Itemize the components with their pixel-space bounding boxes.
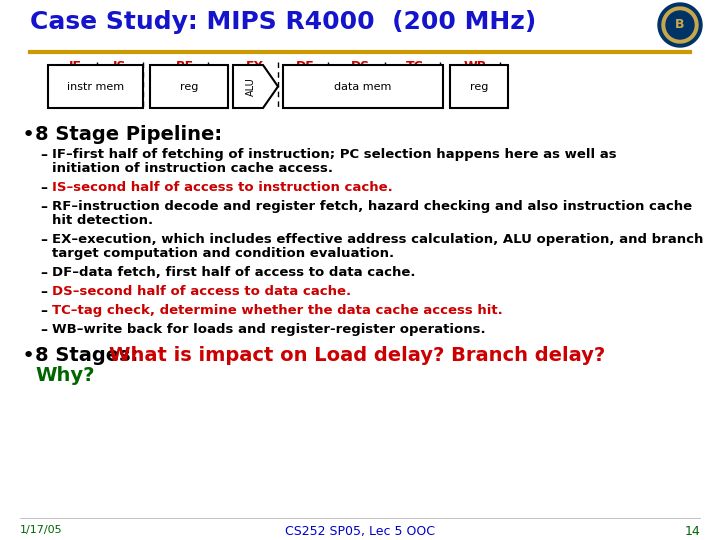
Text: DF–data fetch, first half of access to data cache.: DF–data fetch, first half of access to d… <box>52 266 415 279</box>
Text: instr mem: instr mem <box>67 82 124 91</box>
Text: TC–tag check, determine whether the data cache access hit.: TC–tag check, determine whether the data… <box>52 304 503 317</box>
Text: –: – <box>40 323 47 337</box>
Text: 14: 14 <box>684 525 700 538</box>
Bar <box>48 65 143 108</box>
Bar <box>450 65 508 108</box>
Text: ALU: ALU <box>246 77 256 96</box>
Text: •: • <box>22 346 35 366</box>
Text: IS–second half of access to instruction cache.: IS–second half of access to instruction … <box>52 181 392 194</box>
Text: EX: EX <box>246 60 264 73</box>
Text: 1/17/05: 1/17/05 <box>20 525 63 535</box>
Text: –: – <box>40 285 47 299</box>
Text: Case Study: MIPS R4000  (200 MHz): Case Study: MIPS R4000 (200 MHz) <box>30 10 536 34</box>
Text: WB–write back for loads and register-register operations.: WB–write back for loads and register-reg… <box>52 323 485 336</box>
Text: CS252 SP05, Lec 5 OOC: CS252 SP05, Lec 5 OOC <box>285 525 435 538</box>
Polygon shape <box>233 65 278 108</box>
Polygon shape <box>666 11 694 39</box>
Text: –: – <box>40 200 47 214</box>
Text: IS: IS <box>113 60 127 73</box>
Text: TC: TC <box>406 60 424 73</box>
Text: initiation of instruction cache access.: initiation of instruction cache access. <box>52 162 333 175</box>
Text: RF–instruction decode and register fetch, hazard checking and also instruction c: RF–instruction decode and register fetch… <box>52 200 692 213</box>
Text: WB: WB <box>464 60 487 73</box>
Text: –: – <box>40 148 47 162</box>
Text: data mem: data mem <box>334 82 392 91</box>
Text: target computation and condition evaluation.: target computation and condition evaluat… <box>52 247 394 260</box>
Text: What is impact on Load delay? Branch delay?: What is impact on Load delay? Branch del… <box>109 346 606 365</box>
Text: DS–second half of access to data cache.: DS–second half of access to data cache. <box>52 285 351 298</box>
Text: hit detection.: hit detection. <box>52 214 153 227</box>
Text: DF: DF <box>296 60 315 73</box>
Text: –: – <box>40 266 47 280</box>
Text: DS: DS <box>351 60 369 73</box>
Text: •: • <box>22 125 35 145</box>
Bar <box>150 65 228 108</box>
Text: IF: IF <box>68 60 81 73</box>
Polygon shape <box>662 7 698 43</box>
Text: –: – <box>40 233 47 247</box>
Text: IF–first half of fetching of instruction; PC selection happens here as well as: IF–first half of fetching of instruction… <box>52 148 616 161</box>
Text: B: B <box>675 18 685 31</box>
Text: –: – <box>40 304 47 318</box>
Text: 8 Stage Pipeline:: 8 Stage Pipeline: <box>35 125 222 144</box>
Text: reg: reg <box>470 82 488 91</box>
Text: RF: RF <box>176 60 194 73</box>
Text: EX–execution, which includes effective address calculation, ALU operation, and b: EX–execution, which includes effective a… <box>52 233 703 246</box>
Polygon shape <box>658 3 702 47</box>
Text: –: – <box>40 181 47 195</box>
Text: reg: reg <box>180 82 198 91</box>
Bar <box>283 65 443 108</box>
Text: Why?: Why? <box>35 366 94 385</box>
Text: 8 Stages:: 8 Stages: <box>35 346 145 365</box>
